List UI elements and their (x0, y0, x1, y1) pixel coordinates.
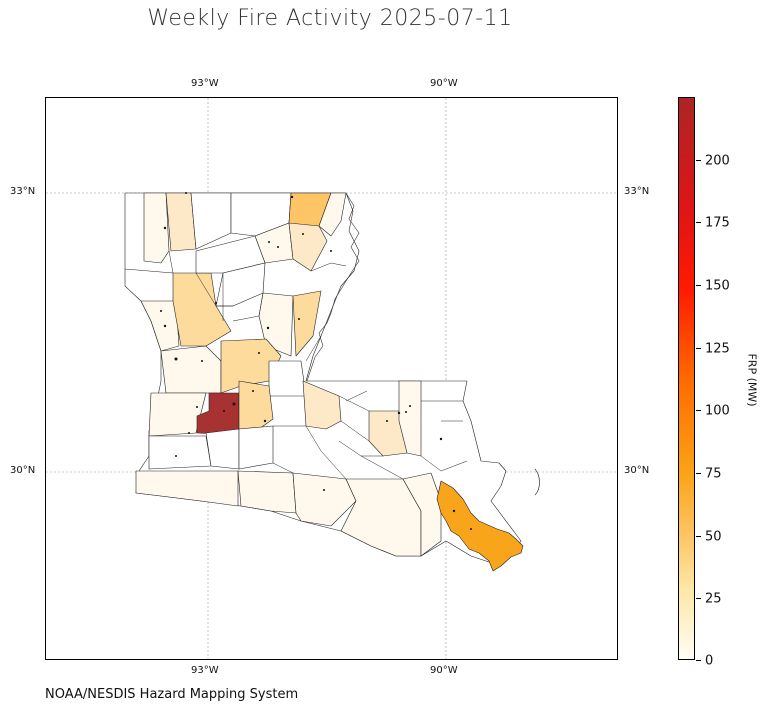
colorbar-tick-mark (696, 285, 701, 286)
mississippi-river (306, 192, 360, 382)
chandeleur-island (534, 468, 540, 496)
colorbar-tick-125: 125 (705, 341, 730, 357)
parish-red-river (172, 272, 232, 347)
lon-label-bottom-90w: 90°W (430, 665, 458, 676)
colorbar (678, 97, 695, 660)
map-frame[interactable] (45, 97, 618, 660)
lat-label-right-30n: 30°N (624, 465, 650, 476)
parish-plaquemines (436, 480, 524, 572)
parish-terrebonne (340, 478, 422, 557)
colorbar-tick-200: 200 (705, 153, 730, 169)
parish-caldwell (292, 290, 322, 357)
lat-label-left-30n: 30°N (10, 465, 36, 476)
colorbar-tick-100: 100 (705, 403, 730, 419)
fire-detections (160, 192, 472, 530)
data-credit: NOAA/NESDIS Hazard Mapping System (45, 687, 299, 702)
colorbar-tick-175: 175 (705, 215, 730, 231)
parish-calcasieu-cameron (135, 470, 239, 507)
colorbar-tick-75: 75 (705, 466, 722, 482)
map-title: Weekly Fire Activity 2025-07-11 (147, 6, 513, 31)
parish-morehouse (318, 192, 347, 237)
parish-natchitoches (160, 345, 222, 394)
parish-lafourche (402, 472, 442, 557)
colorbar-title: FRP (MW) (745, 353, 759, 407)
lon-label-top-93w: 93°W (191, 78, 219, 89)
graticule (46, 98, 617, 659)
parish-caddo (143, 192, 170, 264)
parish-washington (398, 380, 422, 457)
colorbar-tick-mark (696, 348, 701, 349)
colorbar-tick-mark (696, 536, 701, 537)
colorbar-tick-mark (696, 222, 701, 223)
parish-beauregard (148, 435, 212, 470)
colorbar-tick-0: 0 (705, 653, 714, 669)
parish-rapides-south (238, 380, 274, 430)
parish-desoto (140, 300, 180, 352)
parish-evangeline (238, 425, 274, 470)
parish-vermilion (237, 470, 297, 514)
colorbar-tick-50: 50 (705, 529, 722, 545)
lon-label-top-90w: 90°W (430, 78, 458, 89)
lat-label-right-33n: 33°N (624, 186, 650, 197)
parish-ouachita (288, 222, 328, 272)
lat-label-left-33n: 33°N (10, 186, 36, 197)
parish-jackson (215, 262, 266, 307)
colorbar-tick-mark (696, 410, 701, 411)
colorbar-tick-mark (696, 160, 701, 161)
louisiana-parish-map (46, 98, 617, 659)
colorbar-tick-mark (696, 660, 701, 661)
parish-allen (205, 428, 240, 470)
lon-label-bottom-93w: 93°W (191, 665, 219, 676)
colorbar-tick-mark (696, 598, 701, 599)
parish-tangipahoa (368, 410, 408, 457)
parish-lasalle (268, 360, 307, 397)
parish-sabine (148, 392, 207, 437)
colorbar-tick-25: 25 (705, 591, 722, 607)
colorbar-tick-mark (696, 473, 701, 474)
parish-avoyelles (302, 380, 342, 430)
colorbar-tick-150: 150 (705, 278, 730, 294)
parish-borders (124, 250, 468, 480)
